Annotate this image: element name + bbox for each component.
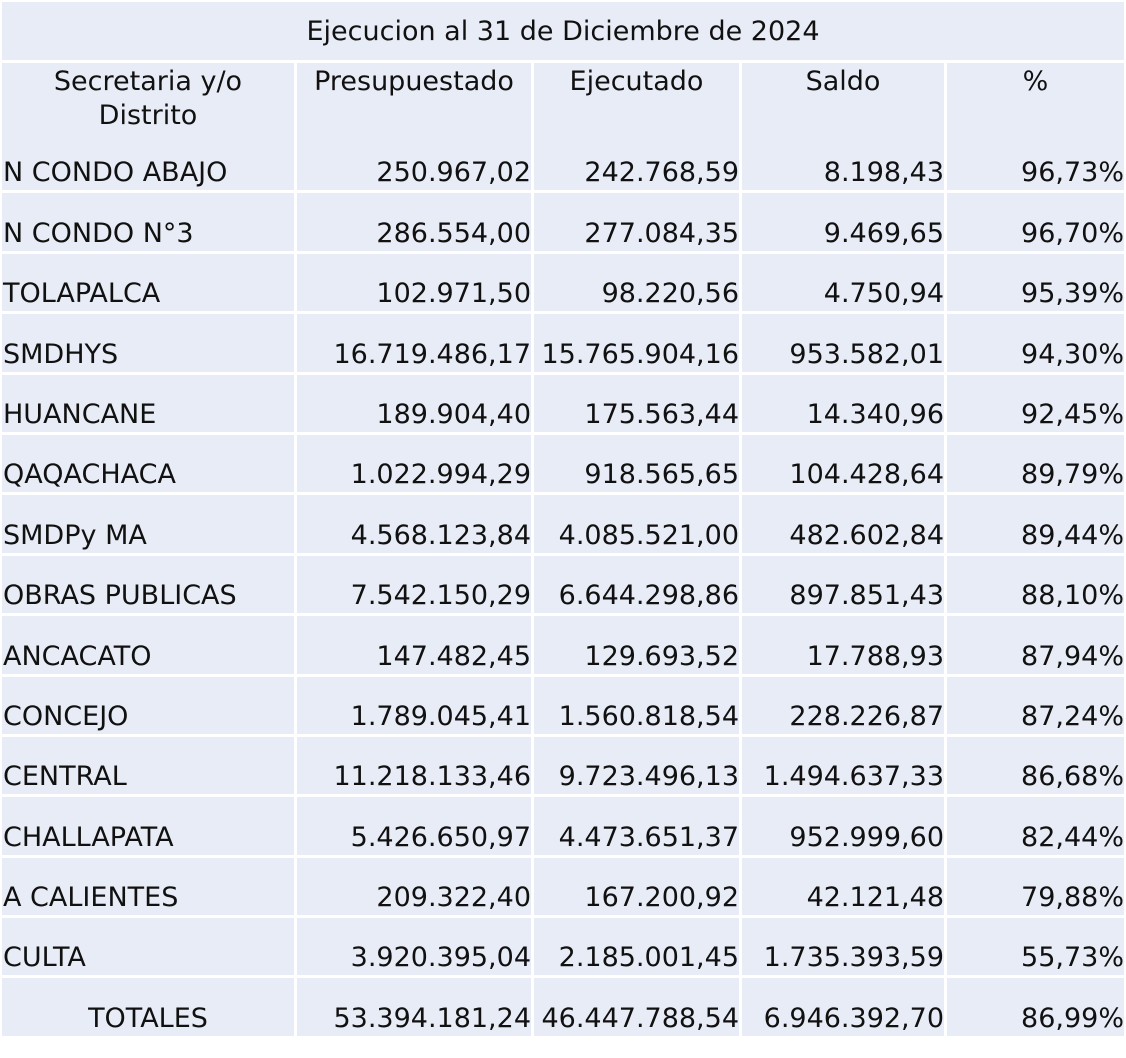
cell-saldo: 17.788,93 <box>742 616 947 677</box>
cell-presupuestado: 16.719.486,17 <box>297 314 534 375</box>
table-row: TOLAPALCA 102.971,50 98.220,56 4.750,94 … <box>2 253 1124 315</box>
cell-percent: 96,70% <box>947 193 1124 254</box>
cell-name: HUANCANE <box>2 374 297 435</box>
table-row: N CONDO N°3 286.554,00 277.084,35 9.469,… <box>2 193 1124 254</box>
cell-presupuestado: 102.971,50 <box>297 253 534 315</box>
cell-presupuestado: 3.920.395,04 <box>297 918 534 979</box>
cell-percent: 94,30% <box>947 314 1124 375</box>
cell-percent: 87,94% <box>947 616 1124 677</box>
cell-totals-label: TOTALES <box>2 978 297 1039</box>
header-secretaria: Secretaria y/o Distrito <box>2 63 297 136</box>
cell-name: CHALLAPATA <box>2 797 297 858</box>
table-row: CHALLAPATA 5.426.650,97 4.473.651,37 952… <box>2 797 1124 858</box>
cell-ejecutado: 2.185.001,45 <box>534 918 742 979</box>
cell-name: CULTA <box>2 918 297 979</box>
cell-percent: 89,44% <box>947 495 1124 556</box>
cell-presupuestado: 209.322,40 <box>297 857 534 919</box>
cell-saldo: 1.735.393,59 <box>742 918 947 979</box>
budget-table: Ejecucion al 31 de Diciembre de 2024 Sec… <box>2 2 1124 1039</box>
cell-ejecutado: 9.723.496,13 <box>534 736 742 798</box>
cell-name: OBRAS PUBLICAS <box>2 555 297 617</box>
table-row: ANCACATO 147.482,45 129.693,52 17.788,93… <box>2 616 1124 677</box>
cell-name: QAQACHACA <box>2 434 297 496</box>
cell-percent: 89,79% <box>947 434 1124 496</box>
cell-saldo: 1.494.637,33 <box>742 736 947 798</box>
cell-saldo: 952.999,60 <box>742 797 947 858</box>
cell-percent: 55,73% <box>947 918 1124 979</box>
cell-ejecutado: 15.765.904,16 <box>534 314 742 375</box>
cell-ejecutado: 98.220,56 <box>534 253 742 315</box>
header-ejecutado: Ejecutado <box>534 63 742 136</box>
cell-name: SMDPy MA <box>2 495 297 556</box>
cell-ejecutado: 4.085.521,00 <box>534 495 742 556</box>
cell-presupuestado: 250.967,02 <box>297 133 534 194</box>
table-row: HUANCANE 189.904,40 175.563,44 14.340,96… <box>2 374 1124 435</box>
cell-saldo: 4.750,94 <box>742 253 947 315</box>
cell-saldo: 228.226,87 <box>742 676 947 737</box>
table-row: CONCEJO 1.789.045,41 1.560.818,54 228.22… <box>2 676 1124 737</box>
cell-saldo: 9.469,65 <box>742 193 947 254</box>
header-percent: % <box>947 63 1124 136</box>
cell-ejecutado: 175.563,44 <box>534 374 742 435</box>
cell-ejecutado: 4.473.651,37 <box>534 797 742 858</box>
cell-saldo: 8.198,43 <box>742 133 947 194</box>
cell-percent: 96,73% <box>947 133 1124 194</box>
cell-name: ANCACATO <box>2 616 297 677</box>
cell-percent: 87,24% <box>947 676 1124 737</box>
cell-saldo: 14.340,96 <box>742 374 947 435</box>
cell-total-ejecutado: 46.447.788,54 <box>534 978 742 1039</box>
header-presupuestado: Presupuestado <box>297 63 534 136</box>
cell-saldo: 42.121,48 <box>742 857 947 919</box>
table-row: CENTRAL 11.218.133,46 9.723.496,13 1.494… <box>2 736 1124 798</box>
cell-saldo: 897.851,43 <box>742 555 947 617</box>
cell-ejecutado: 6.644.298,86 <box>534 555 742 617</box>
header-saldo: Saldo <box>742 63 947 136</box>
cell-name: A CALIENTES <box>2 857 297 919</box>
table-body: N CONDO ABAJO 250.967,02 242.768,59 8.19… <box>2 133 1124 1039</box>
cell-total-saldo: 6.946.392,70 <box>742 978 947 1039</box>
header-row: Secretaria y/o Distrito Presupuestado Ej… <box>2 63 1124 136</box>
cell-percent: 79,88% <box>947 857 1124 919</box>
cell-total-presupuestado: 53.394.181,24 <box>297 978 534 1039</box>
cell-percent: 95,39% <box>947 253 1124 315</box>
cell-presupuestado: 1.789.045,41 <box>297 676 534 737</box>
table-title: Ejecucion al 31 de Diciembre de 2024 <box>2 2 1124 63</box>
cell-saldo: 482.602,84 <box>742 495 947 556</box>
table-row: A CALIENTES 209.322,40 167.200,92 42.121… <box>2 857 1124 919</box>
cell-percent: 86,68% <box>947 736 1124 798</box>
table-row: SMDPy MA 4.568.123,84 4.085.521,00 482.6… <box>2 495 1124 556</box>
cell-saldo: 953.582,01 <box>742 314 947 375</box>
cell-presupuestado: 286.554,00 <box>297 193 534 254</box>
cell-presupuestado: 5.426.650,97 <box>297 797 534 858</box>
totals-row: TOTALES 53.394.181,24 46.447.788,54 6.94… <box>2 978 1124 1039</box>
table-row: CULTA 3.920.395,04 2.185.001,45 1.735.39… <box>2 918 1124 979</box>
cell-name: N CONDO ABAJO <box>2 133 297 194</box>
table-row: QAQACHACA 1.022.994,29 918.565,65 104.42… <box>2 434 1124 496</box>
cell-ejecutado: 1.560.818,54 <box>534 676 742 737</box>
cell-name: SMDHYS <box>2 314 297 375</box>
cell-ejecutado: 167.200,92 <box>534 857 742 919</box>
cell-saldo: 104.428,64 <box>742 434 947 496</box>
cell-presupuestado: 147.482,45 <box>297 616 534 677</box>
cell-ejecutado: 129.693,52 <box>534 616 742 677</box>
cell-presupuestado: 11.218.133,46 <box>297 736 534 798</box>
cell-name: CENTRAL <box>2 736 297 798</box>
cell-presupuestado: 7.542.150,29 <box>297 555 534 617</box>
cell-presupuestado: 4.568.123,84 <box>297 495 534 556</box>
cell-ejecutado: 277.084,35 <box>534 193 742 254</box>
cell-presupuestado: 189.904,40 <box>297 374 534 435</box>
cell-total-percent: 86,99% <box>947 978 1124 1039</box>
table-row: N CONDO ABAJO 250.967,02 242.768,59 8.19… <box>2 133 1124 194</box>
cell-presupuestado: 1.022.994,29 <box>297 434 534 496</box>
table-row: SMDHYS 16.719.486,17 15.765.904,16 953.5… <box>2 314 1124 375</box>
cell-name: TOLAPALCA <box>2 253 297 315</box>
cell-percent: 92,45% <box>947 374 1124 435</box>
cell-ejecutado: 242.768,59 <box>534 133 742 194</box>
cell-name: CONCEJO <box>2 676 297 737</box>
cell-percent: 82,44% <box>947 797 1124 858</box>
cell-name: N CONDO N°3 <box>2 193 297 254</box>
table-row: OBRAS PUBLICAS 7.542.150,29 6.644.298,86… <box>2 555 1124 617</box>
cell-ejecutado: 918.565,65 <box>534 434 742 496</box>
cell-percent: 88,10% <box>947 555 1124 617</box>
